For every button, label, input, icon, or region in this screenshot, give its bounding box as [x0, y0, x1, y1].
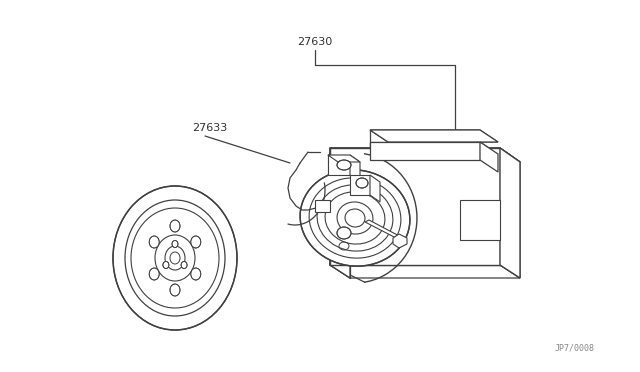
Polygon shape: [330, 148, 520, 162]
Polygon shape: [328, 155, 350, 175]
Polygon shape: [460, 200, 500, 240]
Text: 27633: 27633: [192, 123, 227, 133]
Polygon shape: [370, 175, 380, 202]
Polygon shape: [328, 155, 360, 162]
Ellipse shape: [191, 236, 201, 248]
Ellipse shape: [113, 186, 237, 330]
Text: 27630: 27630: [298, 37, 333, 47]
Polygon shape: [330, 148, 500, 265]
Ellipse shape: [191, 268, 201, 280]
Polygon shape: [350, 175, 370, 195]
Polygon shape: [350, 155, 360, 182]
Ellipse shape: [170, 284, 180, 296]
Polygon shape: [500, 148, 520, 278]
Ellipse shape: [163, 262, 169, 269]
Polygon shape: [365, 220, 403, 240]
Text: JP7/0008: JP7/0008: [555, 343, 595, 353]
Ellipse shape: [170, 220, 180, 232]
Polygon shape: [480, 142, 498, 172]
Polygon shape: [370, 130, 498, 142]
Ellipse shape: [149, 236, 159, 248]
Ellipse shape: [149, 268, 159, 280]
Polygon shape: [393, 234, 407, 248]
Ellipse shape: [181, 262, 187, 269]
Polygon shape: [315, 200, 330, 212]
Polygon shape: [330, 148, 350, 278]
Polygon shape: [370, 142, 480, 160]
Ellipse shape: [300, 170, 410, 266]
Ellipse shape: [337, 227, 351, 239]
Ellipse shape: [172, 241, 178, 247]
Ellipse shape: [337, 160, 351, 170]
Ellipse shape: [356, 178, 368, 188]
